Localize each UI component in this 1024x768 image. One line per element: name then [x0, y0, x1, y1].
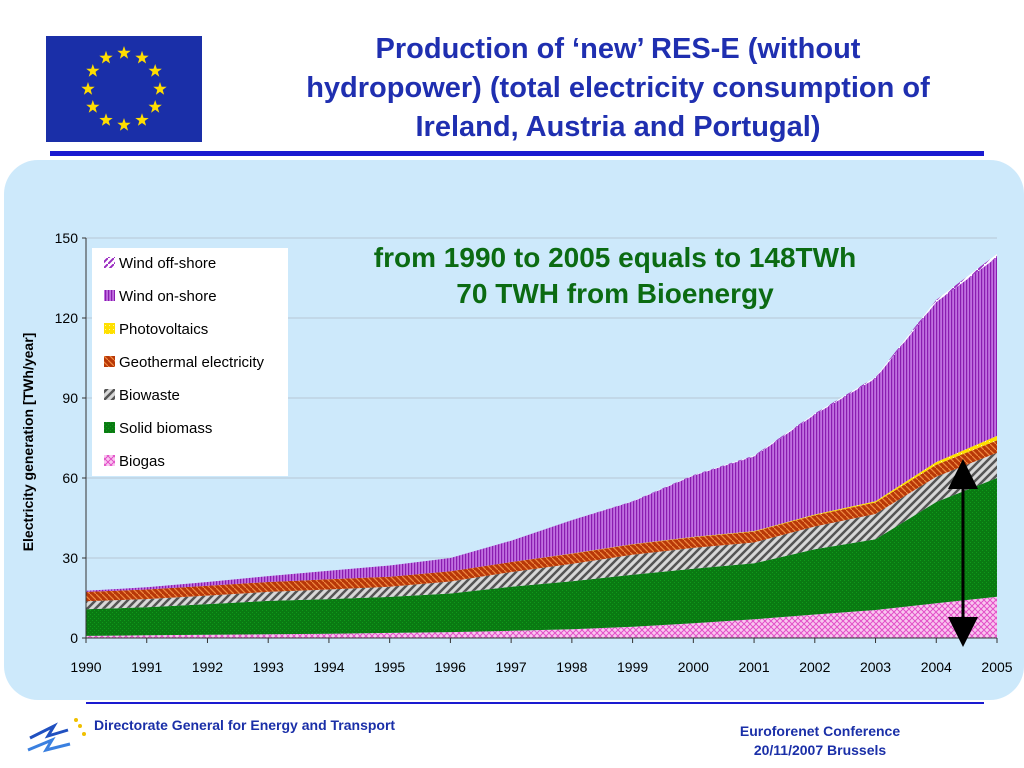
legend-label: Geothermal electricity: [119, 354, 265, 371]
area-biogas: [86, 596, 997, 638]
legend-swatch: [104, 257, 115, 268]
area-series: [86, 254, 997, 638]
x-tick-label: 1993: [253, 659, 284, 675]
annotation-line-1: from 1990 to 2005 equals to 148TWh: [373, 242, 857, 273]
y-tick-label: 30: [62, 550, 78, 566]
x-tick-label: 2002: [799, 659, 830, 675]
x-tick-label: 2004: [921, 659, 952, 675]
legend-swatch: [104, 455, 115, 466]
legend-swatch: [104, 323, 115, 334]
legend-label: Wind off-shore: [119, 255, 216, 272]
area-geothermal-electricity: [86, 440, 997, 602]
area-wind-on-shore: [86, 257, 997, 592]
star-icon: [153, 82, 167, 95]
bottom-divider: [86, 702, 984, 704]
legend-label: Biowaste: [119, 387, 180, 404]
dg-tren-logo-icon: [27, 718, 86, 753]
top-divider: [50, 151, 984, 156]
x-tick-label: 1998: [556, 659, 587, 675]
star-icon: [135, 50, 149, 64]
footer-event-name: Euroforenet Conference: [739, 723, 901, 739]
x-tick-label: 1999: [617, 659, 648, 675]
annotation-line-2: 70 TWH from Bioenergy: [456, 278, 774, 309]
legend-swatch: [104, 389, 115, 400]
y-tick-label: 120: [55, 310, 79, 326]
page-title: Production of ‘new’ RES-E (without hydro…: [306, 33, 930, 143]
x-tick-label: 1997: [496, 659, 527, 675]
y-tick-label: 150: [55, 230, 79, 246]
star-icon: [117, 46, 131, 59]
x-tick-label: 2003: [860, 659, 891, 675]
legend-swatch: [104, 290, 115, 301]
y-tick-label: 60: [62, 470, 78, 486]
y-axis-label: Electricity generation [TWh/year]: [20, 333, 36, 552]
legend-swatch: [104, 356, 115, 367]
footer-event-date: 20/11/2007 Brussels: [753, 742, 887, 758]
legend-box: [92, 248, 288, 476]
y-tick-label: 0: [70, 630, 78, 646]
y-tick-label: 90: [62, 390, 78, 406]
area-solid-biomass: [86, 478, 997, 636]
x-tick-label: 2000: [678, 659, 709, 675]
x-tick-label: 1992: [192, 659, 223, 675]
star-icon: [86, 100, 100, 113]
star-icon: [148, 64, 162, 77]
legend-label: Wind on-shore: [119, 288, 217, 305]
star-icon: [135, 113, 149, 126]
legend-swatch: [104, 422, 115, 433]
x-tick-label: 1991: [131, 659, 162, 675]
x-tick-label: 1990: [70, 659, 101, 675]
area-biowaste: [86, 452, 997, 610]
legend-label: Photovoltaics: [119, 321, 208, 338]
legend: Wind off-shore Wind on-shore Photovoltaics…: [92, 248, 288, 476]
legend-label: Solid biomass: [119, 420, 212, 437]
star-icon: [148, 100, 162, 113]
x-tick-label: 1996: [435, 659, 466, 675]
eu-flag-logo: [46, 36, 202, 142]
x-tick-label: 2001: [738, 659, 769, 675]
x-tick-label: 1995: [374, 659, 405, 675]
axes: 0 30 60 90 120 150 1990 1991 1992 1993 1994 1995 199…: [55, 230, 1013, 675]
chart-annotation: from 1990 to 2005 equals to 148TWh 70 TW…: [300, 240, 930, 312]
footer-event: Euroforenet Conference 20/11/2007 Brusse…: [700, 722, 940, 760]
star-icon: [86, 64, 100, 77]
star-icon: [81, 82, 95, 95]
footer-organization: Directorate General for Energy and Trans…: [94, 717, 396, 733]
x-tick-label: 1994: [313, 659, 344, 675]
star-icon: [117, 118, 131, 131]
legend-label: Biogas: [119, 453, 165, 470]
star-icon: [99, 50, 113, 64]
star-icon: [99, 113, 113, 126]
eu-stars-icon: [81, 46, 167, 131]
x-tick-label: 2005: [981, 659, 1012, 675]
